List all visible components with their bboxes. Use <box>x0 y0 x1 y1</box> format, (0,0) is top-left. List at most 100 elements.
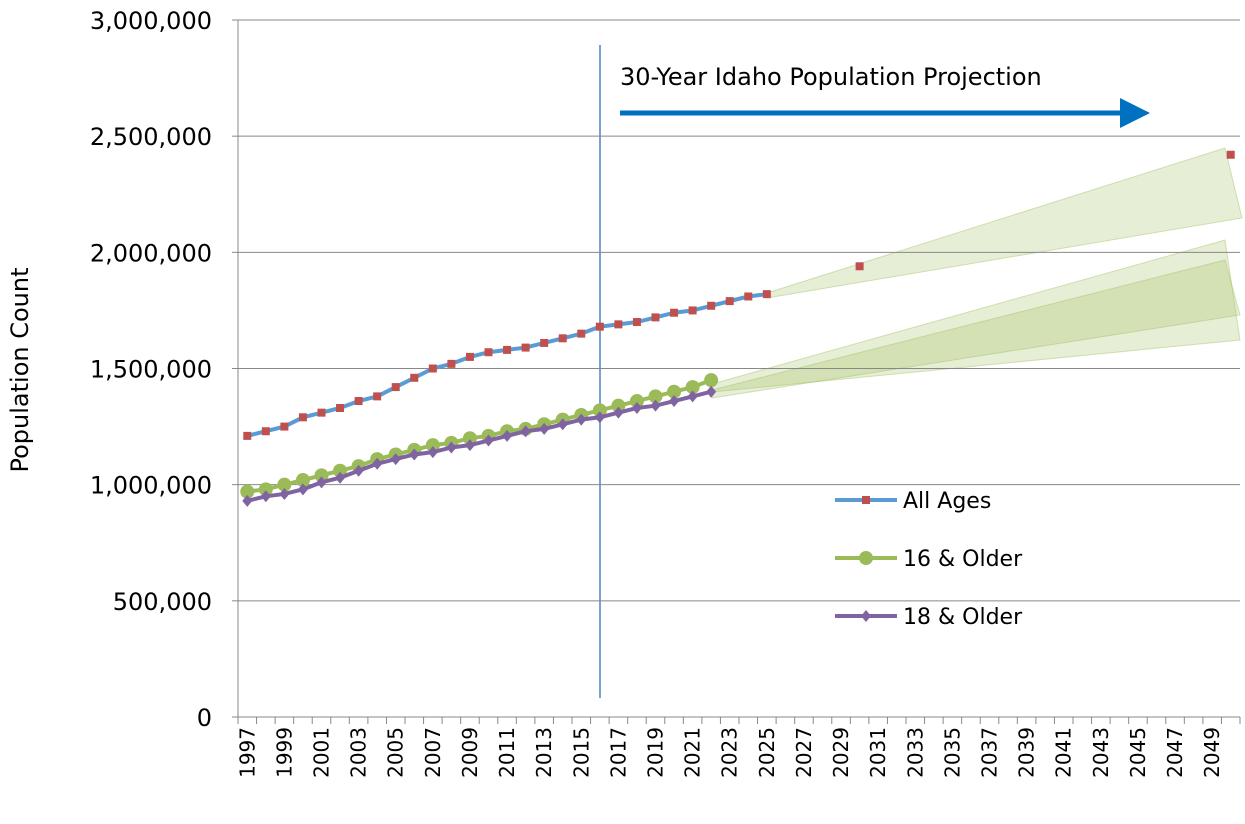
marker <box>613 406 624 419</box>
marker <box>317 408 326 417</box>
marker <box>687 390 698 403</box>
y-tick-label: 2,500,000 <box>90 123 212 151</box>
legend-marker <box>859 551 873 565</box>
marker <box>614 320 623 329</box>
marker <box>520 425 531 438</box>
marker <box>670 308 679 317</box>
marker <box>261 427 270 436</box>
legend-marker <box>861 610 871 622</box>
marker <box>446 441 457 454</box>
marker <box>390 453 401 466</box>
marker <box>462 431 477 446</box>
marker <box>704 373 719 388</box>
y-tick-label: 1,500,000 <box>90 356 212 384</box>
x-tick-label: 2001 <box>310 727 334 778</box>
y-tick-label: 2,000,000 <box>90 239 212 267</box>
marker <box>295 473 310 488</box>
marker <box>336 403 345 412</box>
marker <box>762 290 771 299</box>
marker <box>577 329 586 338</box>
x-tick-label: 2011 <box>495 727 519 778</box>
legend-marker <box>862 496 870 504</box>
x-tick-label: 2015 <box>569 727 593 778</box>
marker <box>333 463 348 478</box>
marker <box>280 422 289 431</box>
x-tick-label: 2041 <box>1052 727 1076 778</box>
x-tick-label: 2021 <box>681 727 705 778</box>
x-tick-label: 2007 <box>421 727 445 778</box>
marker <box>391 383 400 392</box>
marker <box>465 352 474 361</box>
legend-label: All Ages <box>903 489 991 514</box>
marker <box>685 380 700 395</box>
x-tick-label: 2043 <box>1089 727 1113 778</box>
marker <box>260 490 271 503</box>
y-tick-label: 1,000,000 <box>90 472 212 500</box>
marker <box>558 334 567 343</box>
marker <box>595 322 604 331</box>
marker <box>354 397 363 406</box>
x-tick-label: 2035 <box>940 727 964 778</box>
projection-bands <box>711 147 1243 399</box>
marker <box>539 422 550 435</box>
x-tick-label: 2045 <box>1126 727 1150 778</box>
x-tick-label: 2009 <box>458 727 482 778</box>
x-tick-label: 2027 <box>792 727 816 778</box>
y-tick-label: 0 <box>197 704 212 732</box>
x-tick-label: 2003 <box>347 727 371 778</box>
marker <box>592 403 607 418</box>
x-tick-label: 2047 <box>1163 727 1187 778</box>
marker <box>502 429 513 442</box>
marker <box>557 418 568 431</box>
marker <box>669 395 680 408</box>
marker <box>540 338 549 347</box>
marker <box>631 401 642 414</box>
x-tick-label: 2031 <box>866 727 890 778</box>
x-tick-label: 1999 <box>272 727 296 778</box>
marker <box>316 476 327 489</box>
marker <box>632 318 641 327</box>
x-tick-label: 2039 <box>1015 727 1039 778</box>
marker <box>706 385 717 398</box>
marker <box>707 301 716 310</box>
marker <box>428 364 437 373</box>
marker <box>427 446 438 459</box>
x-tick-label: 2023 <box>718 727 742 778</box>
annotation: 30-Year Idaho Population Projection <box>620 63 1042 91</box>
marker <box>279 487 290 500</box>
marker <box>521 343 530 352</box>
x-tick-label: 2013 <box>532 727 556 778</box>
marker <box>243 431 252 440</box>
marker <box>855 262 864 271</box>
marker <box>651 313 660 322</box>
marker <box>298 413 307 422</box>
marker <box>447 359 456 368</box>
marker <box>464 439 475 452</box>
marker <box>410 373 419 382</box>
marker <box>425 438 440 453</box>
marker <box>353 464 364 477</box>
marker <box>372 457 383 470</box>
marker <box>725 297 734 306</box>
marker <box>744 292 753 301</box>
marker <box>1226 150 1235 159</box>
marker <box>297 483 308 496</box>
marker <box>373 392 382 401</box>
marker <box>335 471 346 484</box>
x-tick-label: 2025 <box>755 727 779 778</box>
x-tick-label: 2019 <box>644 727 668 778</box>
marker <box>314 468 329 483</box>
y-tick-label: 3,000,000 <box>90 7 212 35</box>
marker <box>258 482 273 497</box>
marker <box>667 384 682 399</box>
legend-label: 16 & Older <box>903 547 1023 572</box>
marker <box>650 399 661 412</box>
marker <box>240 484 255 499</box>
marker <box>277 477 292 492</box>
x-tick-label: 1997 <box>235 727 259 778</box>
marker <box>648 389 663 404</box>
marker <box>629 394 644 409</box>
marker <box>503 345 512 354</box>
marker <box>483 434 494 447</box>
x-tick-label: 2017 <box>606 727 630 778</box>
